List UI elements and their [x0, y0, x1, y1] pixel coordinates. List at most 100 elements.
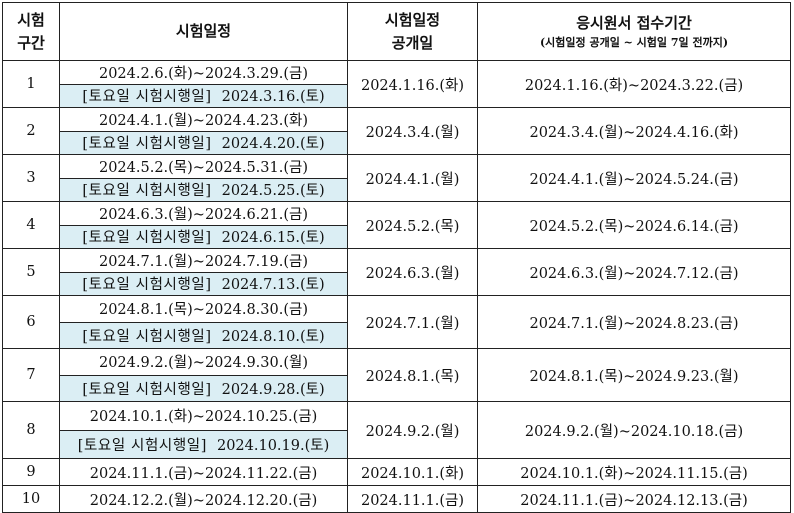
schedule-range: 2024.4.1.(월)~2024.4.23.(화)	[98, 112, 309, 129]
saturday-exam-row: [토요일 시험시행일] 2024.6.15.(토)	[60, 224, 347, 248]
schedule-cell: 2024.8.1.(목)~2024.8.30.(금) [토요일 시험시행일] 202…	[59, 295, 348, 349]
section-number: 6	[2, 295, 60, 349]
schedule-range: 2024.10.1.(화)~2024.10.25.(금)	[89, 409, 318, 426]
schedule-cell: 2024.5.2.(목)~2024.5.31.(금) [토요일 시험시행일] 202…	[59, 154, 348, 202]
section-number: 1	[2, 60, 60, 108]
saturday-label: [토요일 시험시행일]	[82, 230, 212, 247]
schedule-cell: 2024.10.1.(화)~2024.10.25.(금) [토요일 시험시행일] 2…	[59, 401, 348, 459]
section-number: 8	[2, 401, 60, 459]
schedule-cell: 2024.7.1.(월)~2024.7.19.(금) [토요일 시험시행일] 202…	[59, 248, 348, 296]
release-date: 2024.1.16.(화)	[347, 60, 478, 108]
saturday-exam-row: [토요일 시험시행일] 2024.5.25.(토)	[60, 177, 347, 201]
schedule-inner: 2024.9.2.(월)~2024.9.30.(월) [토요일 시험시행일] 202…	[60, 350, 347, 401]
saturday-exam-row: [토요일 시험시행일] 2024.9.28.(토)	[60, 374, 347, 401]
saturday-exam-row: [토요일 시험시행일] 2024.8.10.(토)	[60, 321, 347, 348]
table-row: 9 2024.11.1.(금)~2024.11.22.(금) 2024.10.1.(…	[2, 458, 791, 486]
schedule-range: 2024.5.2.(목)~2024.5.31.(금)	[98, 159, 309, 176]
header-row: 시험 구간 시험일정 시험일정 공개일 응시원서 접수기간 (시험일정 공개일 …	[2, 2, 791, 61]
section-number: 2	[2, 107, 60, 155]
schedule-range: 2024.7.1.(월)~2024.7.19.(금)	[98, 253, 309, 270]
saturday-exam-row: [토요일 시험시행일] 2024.10.19.(토)	[60, 429, 347, 458]
release-date: 2024.11.1.(금)	[347, 485, 478, 513]
schedule-inner: 2024.7.1.(월)~2024.7.19.(금) [토요일 시험시행일] 202…	[60, 250, 347, 295]
application-period: 2024.3.4.(월)~2024.4.16.(화)	[477, 107, 791, 155]
schedule-range: 2024.6.3.(월)~2024.6.21.(금)	[98, 206, 309, 223]
application-period: 2024.6.3.(월)~2024.7.12.(금)	[477, 248, 791, 296]
schedule-cell: 2024.6.3.(월)~2024.6.21.(금) [토요일 시험시행일] 202…	[59, 201, 348, 249]
application-period: 2024.10.1.(화)~2024.11.15.(금)	[477, 458, 791, 486]
table-row: 5 2024.7.1.(월)~2024.7.19.(금) [토요일 시험시행일] 20…	[2, 248, 791, 296]
schedule-inner: 2024.2.6.(화)~2024.3.29.(금) [토요일 시험시행일] 202…	[60, 62, 347, 107]
schedule-range: 2024.11.1.(금)~2024.11.22.(금)	[89, 465, 318, 482]
release-date: 2024.10.1.(화)	[347, 458, 478, 486]
saturday-exam-row: [토요일 시험시행일] 2024.4.20.(토)	[60, 130, 347, 154]
section-number: 3	[2, 154, 60, 202]
application-period: 2024.11.1.(금)~2024.12.13.(금)	[477, 485, 791, 513]
saturday-label: [토요일 시험시행일]	[82, 328, 212, 345]
application-period: 2024.7.1.(월)~2024.8.23.(금)	[477, 295, 791, 349]
release-date: 2024.5.2.(목)	[347, 201, 478, 249]
table-row: 8 2024.10.1.(화)~2024.10.25.(금) [토요일 시험시행일]…	[2, 401, 791, 459]
header-section-line2: 구간	[17, 33, 45, 52]
release-date: 2024.6.3.(월)	[347, 248, 478, 296]
application-period: 2024.1.16.(화)~2024.3.22.(금)	[477, 60, 791, 108]
header-release: 시험일정 공개일	[347, 2, 478, 61]
header-apply-line1: 응시원서 접수기간	[576, 14, 692, 32]
header-release-line1: 시험일정	[384, 10, 441, 29]
saturday-date: 2024.10.19.(토)	[216, 437, 330, 454]
header-section: 시험 구간	[2, 2, 60, 61]
schedule-inner: 2024.8.1.(목)~2024.8.30.(금) [토요일 시험시행일] 202…	[60, 297, 347, 348]
header-section-line1: 시험	[17, 10, 45, 29]
table-row: 4 2024.6.3.(월)~2024.6.21.(금) [토요일 시험시행일] 20…	[2, 201, 791, 249]
schedule-inner: 2024.11.1.(금)~2024.11.22.(금)	[61, 460, 347, 485]
header-apply-line2: (시험일정 공개일 ~ 시험일 7일 전까지)	[539, 36, 729, 49]
saturday-label: [토요일 시험시행일]	[82, 183, 212, 200]
section-number: 9	[2, 458, 60, 486]
schedule-range: 2024.8.1.(목)~2024.8.30.(금)	[98, 302, 309, 319]
table-row: 10 2024.12.2.(월)~2024.12.20.(금) 2024.11.1.…	[2, 485, 791, 513]
table-row: 7 2024.9.2.(월)~2024.9.30.(월) [토요일 시험시행일] 20…	[2, 348, 791, 402]
release-date: 2024.9.2.(월)	[347, 401, 478, 459]
table-row: 2 2024.4.1.(월)~2024.4.23.(화) [토요일 시험시행일] 20…	[2, 107, 791, 155]
header-apply: 응시원서 접수기간 (시험일정 공개일 ~ 시험일 7일 전까지)	[477, 2, 791, 61]
schedule-range: 2024.12.2.(월)~2024.12.20.(금)	[89, 492, 318, 509]
saturday-label: [토요일 시험시행일]	[82, 381, 212, 398]
schedule-cell: 2024.2.6.(화)~2024.3.29.(금) [토요일 시험시행일] 202…	[59, 60, 348, 108]
table-body: 1 2024.2.6.(화)~2024.3.29.(금) [토요일 시험시행일] 20…	[2, 60, 791, 513]
saturday-date: 2024.4.20.(토)	[221, 136, 325, 153]
section-number: 10	[2, 485, 60, 513]
schedule-inner: 2024.12.2.(월)~2024.12.20.(금)	[61, 487, 347, 512]
release-date: 2024.4.1.(월)	[347, 154, 478, 202]
saturday-label: [토요일 시험시행일]	[77, 437, 207, 454]
application-period: 2024.9.2.(월)~2024.10.18.(금)	[477, 401, 791, 459]
saturday-date: 2024.7.13.(토)	[221, 277, 325, 294]
section-number: 4	[2, 201, 60, 249]
saturday-label: [토요일 시험시행일]	[82, 89, 212, 106]
section-number: 7	[2, 348, 60, 402]
application-period: 2024.4.1.(월)~2024.5.24.(금)	[477, 154, 791, 202]
release-date: 2024.3.4.(월)	[347, 107, 478, 155]
saturday-label: [토요일 시험시행일]	[82, 136, 212, 153]
saturday-date: 2024.5.25.(토)	[221, 183, 325, 200]
schedule-range: 2024.2.6.(화)~2024.3.29.(금)	[98, 65, 309, 82]
saturday-date: 2024.3.16.(토)	[221, 89, 325, 106]
saturday-exam-row: [토요일 시험시행일] 2024.7.13.(토)	[60, 271, 347, 295]
table-row: 6 2024.8.1.(목)~2024.8.30.(금) [토요일 시험시행일] 20…	[2, 295, 791, 349]
saturday-exam-row: [토요일 시험시행일] 2024.3.16.(토)	[60, 83, 347, 107]
application-period: 2024.5.2.(목)~2024.6.14.(금)	[477, 201, 791, 249]
saturday-label: [토요일 시험시행일]	[82, 277, 212, 294]
schedule-inner: 2024.10.1.(화)~2024.10.25.(금) [토요일 시험시행일] 2…	[60, 403, 347, 458]
table-row: 1 2024.2.6.(화)~2024.3.29.(금) [토요일 시험시행일] 20…	[2, 60, 791, 108]
release-date: 2024.8.1.(목)	[347, 348, 478, 402]
section-number: 5	[2, 248, 60, 296]
schedule-cell: 2024.4.1.(월)~2024.4.23.(화) [토요일 시험시행일] 202…	[59, 107, 348, 155]
saturday-date: 2024.8.10.(토)	[221, 328, 325, 345]
release-date: 2024.7.1.(월)	[347, 295, 478, 349]
table-row: 3 2024.5.2.(목)~2024.5.31.(금) [토요일 시험시행일] 20…	[2, 154, 791, 202]
header-release-line2: 공개일	[391, 33, 434, 52]
schedule-cell: 2024.12.2.(월)~2024.12.20.(금)	[59, 485, 348, 513]
schedule-inner: 2024.5.2.(목)~2024.5.31.(금) [토요일 시험시행일] 202…	[60, 156, 347, 201]
header-schedule: 시험일정	[59, 2, 348, 61]
